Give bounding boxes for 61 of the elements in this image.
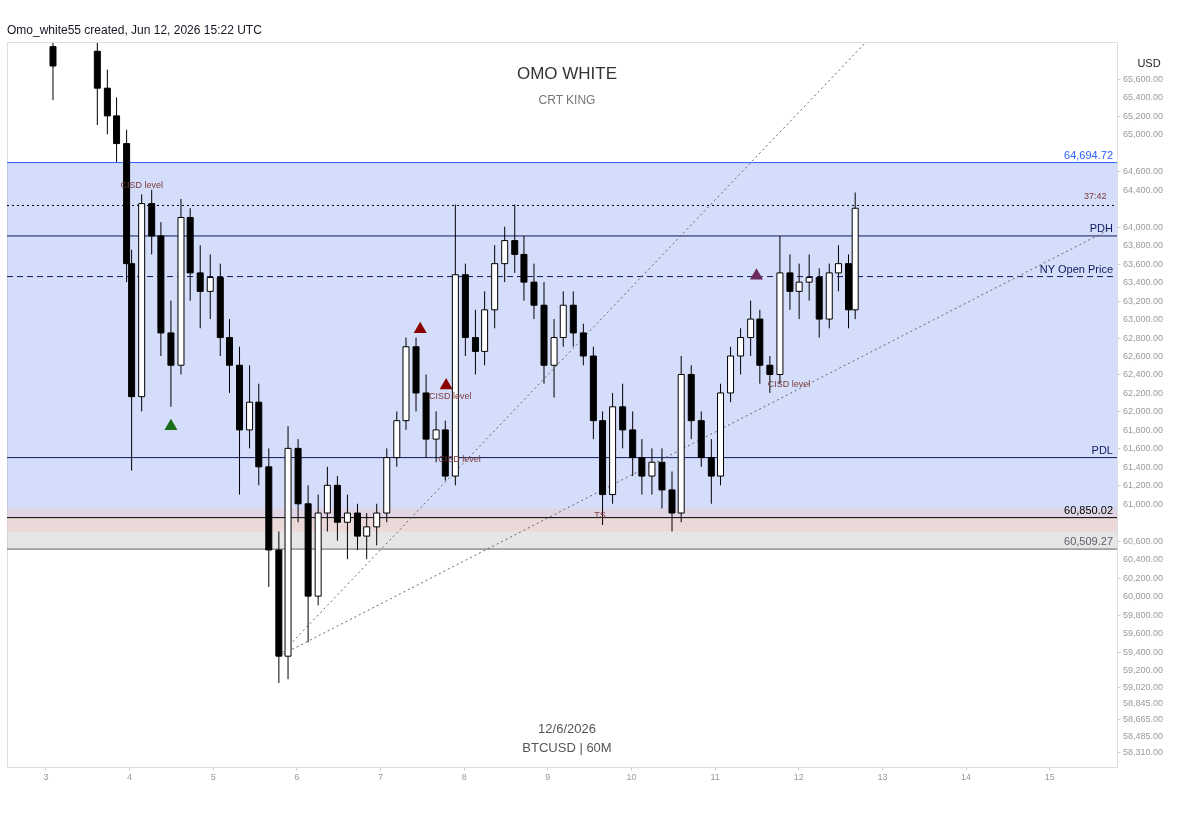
ref-line-label: PDH: [1089, 221, 1114, 234]
y-tick-label: 65,400.00: [1123, 92, 1164, 103]
y-tick-label: 64,600.00: [1123, 166, 1164, 177]
x-tick-label: 3: [43, 771, 49, 782]
y-tick-label: 65,000.00: [1123, 129, 1164, 140]
x-tick-label: 9: [545, 771, 551, 782]
y-tick-label: 65,200.00: [1123, 110, 1164, 121]
y-tick-label: 64,000.00: [1123, 221, 1164, 232]
ref-line-label: 60,850.02: [1064, 503, 1113, 516]
y-tick-label: 64,400.00: [1123, 184, 1164, 195]
x-tick-label: 6: [294, 771, 300, 782]
y-axis-title: USD: [1137, 57, 1161, 69]
ref-line-label: PDL: [1091, 443, 1113, 456]
x-tick-label: 5: [210, 771, 216, 782]
x-tick-label: 11: [710, 771, 720, 782]
y-tick-label: 59,600.00: [1123, 628, 1164, 639]
y-tick-label: 62,000.00: [1123, 406, 1164, 417]
y-tick-label: 63,200.00: [1123, 295, 1164, 306]
y-tick-label: 61,200.00: [1123, 480, 1164, 491]
y-tick-label: 58,485.00: [1123, 731, 1164, 742]
y-tick-label: 62,600.00: [1123, 351, 1164, 362]
text: Omo_white55 created, Jun 12, 2026 15:22 UTC: [7, 23, 263, 37]
text: CRT KING: [538, 93, 596, 107]
y-tick-label: 63,600.00: [1123, 258, 1164, 269]
annotation: 37:42: [1084, 191, 1107, 202]
y-tick-label: 59,020.00: [1123, 681, 1164, 692]
x-tick-label: 14: [961, 771, 972, 782]
x-tick-label: 15: [1044, 771, 1055, 782]
x-tick-label: 4: [127, 771, 133, 782]
y-tick-label: 60,200.00: [1123, 572, 1164, 583]
y-tick-label: 61,600.00: [1123, 443, 1164, 454]
y-tick-label: 59,200.00: [1123, 665, 1164, 676]
y-tick-label: 63,800.00: [1123, 240, 1164, 251]
y-tick-label: 61,800.00: [1123, 424, 1164, 435]
x-tick-label: 10: [626, 771, 637, 782]
annotation: 12/6/2026: [538, 721, 596, 736]
y-tick-label: 62,800.00: [1123, 332, 1164, 343]
y-tick-label: 60,000.00: [1123, 591, 1164, 602]
x-tick-label: 12: [793, 771, 804, 782]
y-tick-label: 61,400.00: [1123, 461, 1164, 472]
y-tick-label: 62,200.00: [1123, 387, 1164, 398]
ref-line-label: 64,694.72: [1064, 148, 1113, 161]
ref-line-label: NY Open Price: [1039, 262, 1113, 275]
text: OMO WHITE: [516, 64, 618, 83]
y-tick-label: 60,600.00: [1123, 535, 1164, 546]
x-tick-label: 13: [877, 771, 888, 782]
y-tick-label: 59,800.00: [1123, 609, 1164, 620]
y-tick-label: 58,665.00: [1123, 714, 1164, 725]
y-tick-label: 61,000.00: [1123, 498, 1164, 509]
x-tick-label: 8: [461, 771, 467, 782]
y-tick-label: 58,845.00: [1123, 697, 1164, 708]
y-tick-label: 58,310.00: [1123, 747, 1164, 758]
ref-line-label: 60,509.27: [1064, 535, 1113, 548]
y-tick-label: 60,400.00: [1123, 554, 1164, 565]
y-tick-label: 62,400.00: [1123, 369, 1164, 380]
annotation: BTCUSD | 60M: [522, 740, 612, 755]
x-tick-label: 7: [378, 771, 384, 782]
y-tick-label: 63,400.00: [1123, 277, 1164, 288]
y-tick-label: 63,000.00: [1123, 314, 1164, 325]
y-tick-label: 59,400.00: [1123, 646, 1164, 657]
y-tick-label: 65,600.00: [1123, 73, 1164, 84]
